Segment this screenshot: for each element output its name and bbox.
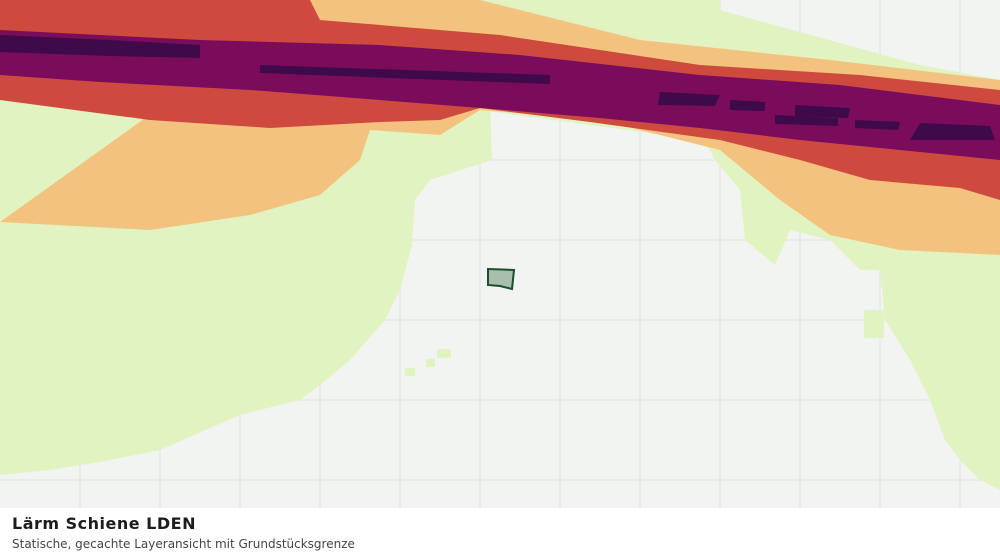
parcel-boundary bbox=[487, 267, 516, 291]
noise-zone-extreme bbox=[0, 35, 995, 140]
caption-bar: Lärm Schiene LDEN Statische, gecachte La… bbox=[0, 508, 1000, 560]
map-subtitle: Statische, gecachte Layeransicht mit Gru… bbox=[12, 537, 355, 551]
noise-zone-very-high bbox=[0, 30, 1000, 160]
map-title: Lärm Schiene LDEN bbox=[12, 514, 196, 533]
